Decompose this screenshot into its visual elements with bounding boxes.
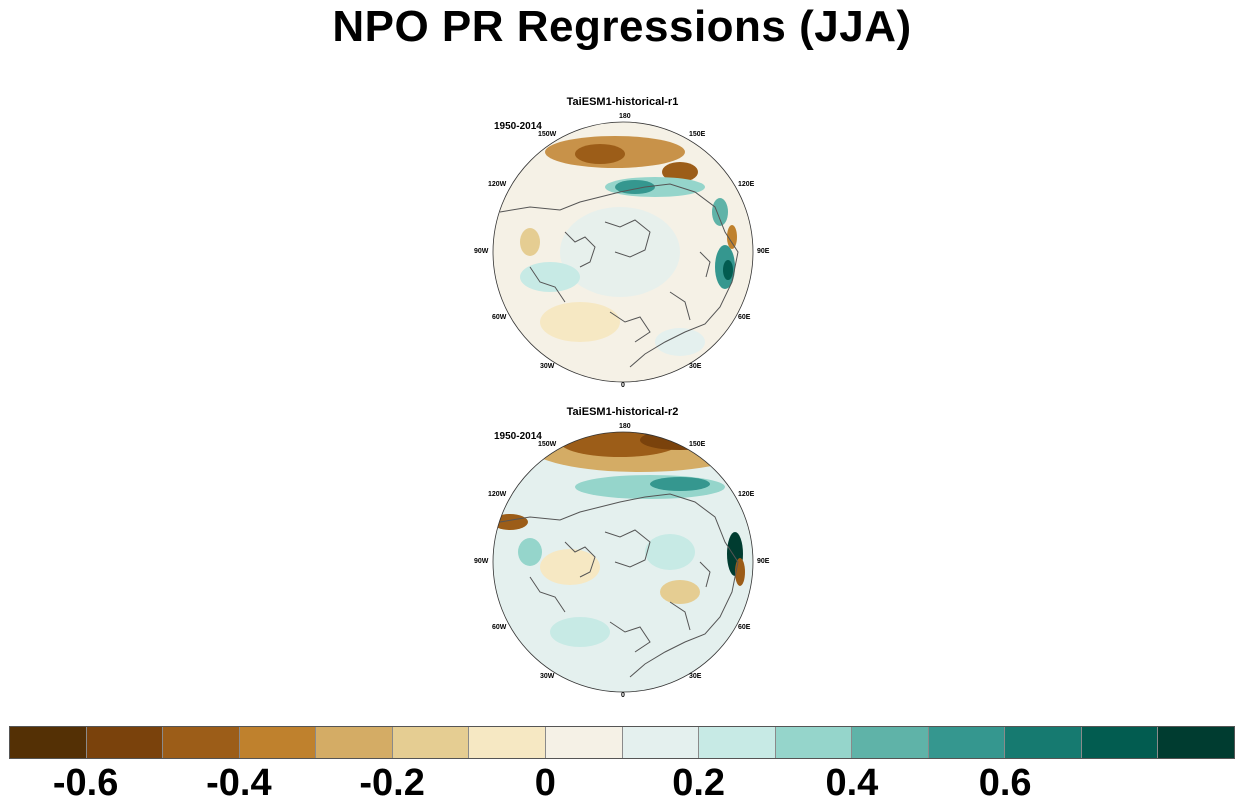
colorbar-tick-label: 0 [534,762,556,804]
colorbar-box [1005,727,1082,758]
lon-label: 30E [689,363,702,370]
period-label: 1950-2014 [494,121,542,132]
lon-label: 60E [738,624,751,631]
wet-anomaly [560,207,680,297]
wet-anomaly [550,617,610,647]
colorbar-box [86,727,164,758]
wet-anomaly [655,328,705,356]
polar-map [492,431,754,693]
map-panel-r1: TaiESM1-historical-r1 1950-2014 180 150E… [470,92,775,392]
colorbar-box [622,727,700,758]
lon-label: 60E [738,314,751,321]
wet-anomaly [518,538,542,566]
lon-label: 150E [689,131,706,138]
lon-label: 120W [488,181,507,188]
wet-anomaly [723,260,733,280]
colorbar-box [163,727,240,758]
colorbar-tick-label: -0.2 [359,762,425,804]
colorbar-box [10,727,87,758]
colorbar-tick-label: -0.6 [52,762,119,804]
lon-label: 180 [619,113,631,120]
coastline [499,183,739,368]
lon-label: 150W [538,131,557,138]
lon-label: 120E [738,491,755,498]
colorbar-tick-label: -0.4 [206,762,272,804]
dry-anomaly [727,225,737,249]
lon-label: 90W [474,558,489,565]
polar-map [492,121,754,383]
colorbar-box [469,727,546,758]
map-panel-r2: TaiESM1-historical-r2 1950-2014 180 150E… [470,402,775,702]
lon-label: 120W [488,491,507,498]
lon-label: 120E [738,181,755,188]
period-label: 1950-2014 [494,431,542,442]
colorbar-box [1081,727,1159,758]
dry-anomaly [662,162,698,182]
lon-label: 0 [621,692,625,699]
lon-label: 30W [540,363,555,370]
colorbar-box [1158,727,1234,758]
wet-anomaly [650,477,710,491]
lon-label: 90E [757,248,770,255]
colorbar-box [239,727,317,758]
dry-anomaly [660,580,700,604]
lon-label: 90E [757,558,770,565]
colorbar-box [775,727,853,758]
colorbar-tick-label: 0.6 [978,762,1032,804]
colorbar-box [316,727,393,758]
dry-anomaly [640,432,720,450]
panel-title: TaiESM1-historical-r2 [566,406,679,418]
dry-anomaly [540,302,620,342]
dry-anomaly [520,228,540,256]
wet-anomaly [520,262,580,292]
coastline [499,493,739,678]
colorbar-box [545,727,623,758]
colorbar-box [928,727,1006,758]
lon-label: 150W [538,441,557,448]
colorbar-box [852,727,929,758]
panel-title: TaiESM1-historical-r1 [566,96,679,108]
lon-label: 150E [689,441,706,448]
dry-anomaly [540,549,600,585]
lon-label: 90W [474,248,489,255]
lon-label: 60W [492,314,507,321]
wet-anomaly [645,534,695,570]
colorbar [9,726,1235,759]
colorbar-box [699,727,776,758]
lon-label: 0 [621,382,625,389]
lon-label: 30E [689,673,702,680]
colorbar-box [392,727,470,758]
lon-label: 60W [492,624,507,631]
wet-anomaly [712,198,728,226]
lon-label: 180 [619,423,631,430]
colorbar-tick-label: 0.4 [825,762,879,804]
lon-label: 30W [540,673,555,680]
dry-anomaly [575,144,625,164]
colorbar-tick-label: 0.2 [672,762,726,804]
figure-title: NPO PR Regressions (JJA) [332,2,912,51]
